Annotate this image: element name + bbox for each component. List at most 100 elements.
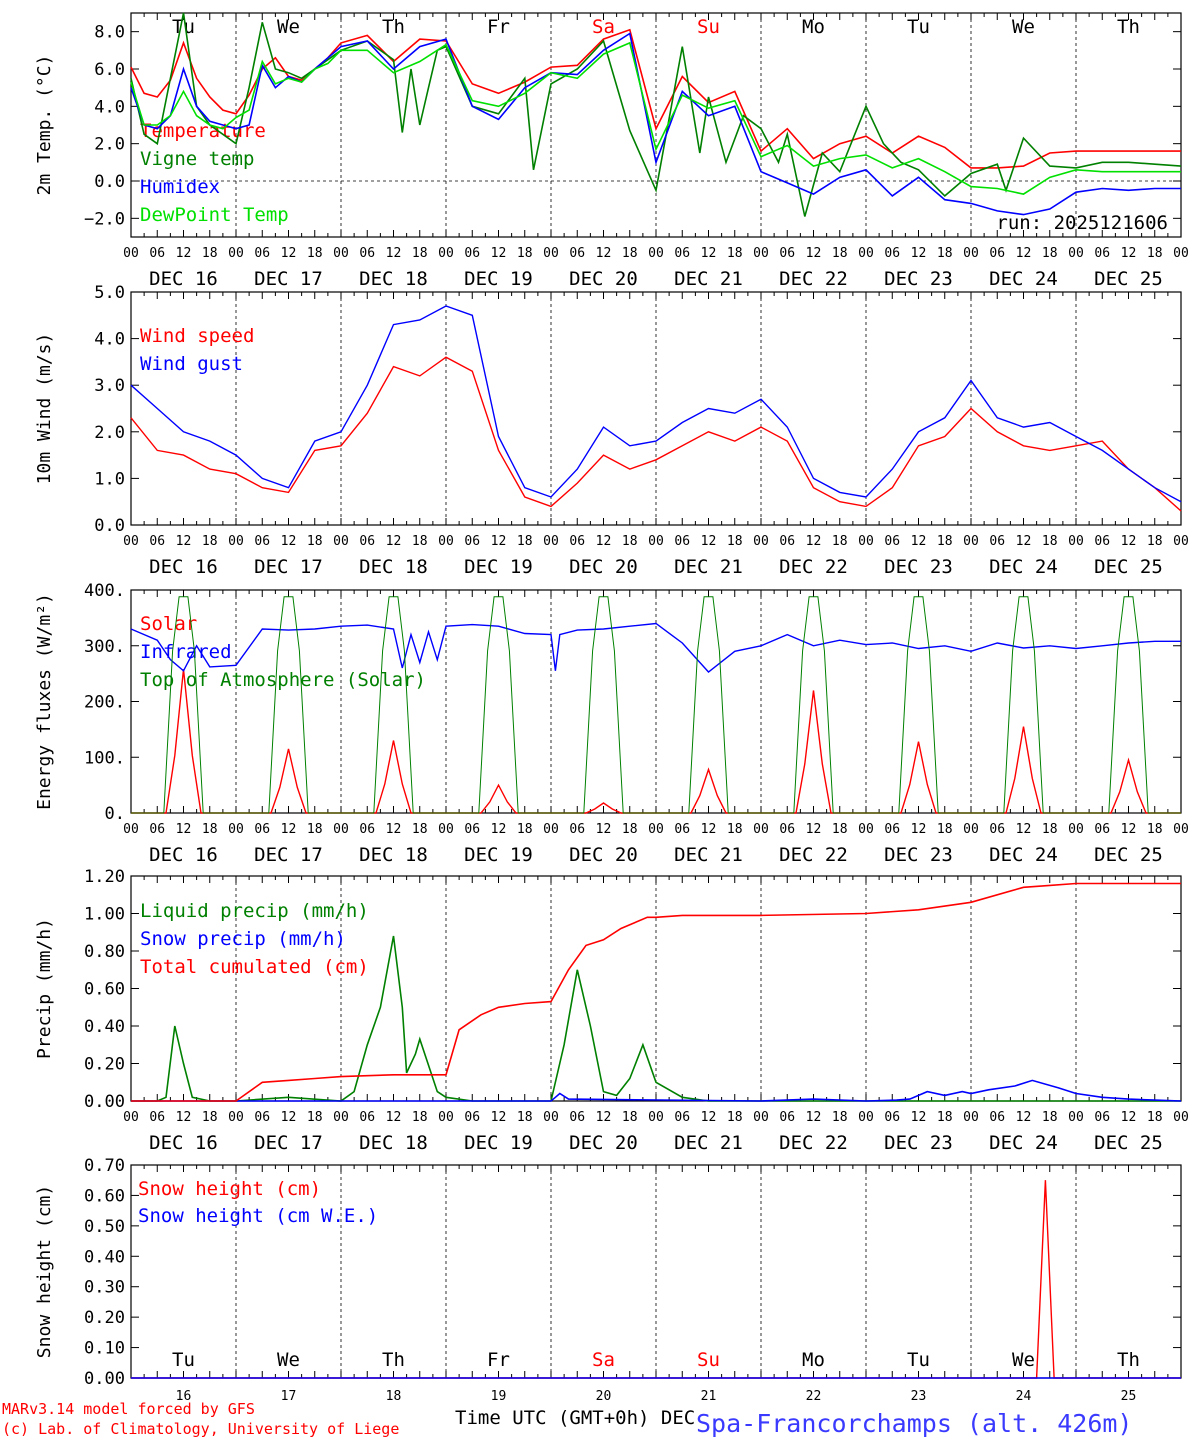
hour-tick-label: 12 (491, 1110, 507, 1125)
hour-tick-label: 06 (464, 822, 480, 837)
hour-tick-label: 06 (359, 534, 375, 549)
hour-tick-label: 06 (884, 534, 900, 549)
hour-tick-label: 06 (779, 246, 795, 261)
weekday-label: We (277, 16, 300, 38)
y-axis-label: Snow height (cm) (34, 1185, 55, 1358)
hour-tick-label: 06 (569, 822, 585, 837)
weekday-label: Su (697, 16, 720, 38)
chart-panel-4: 0.00 0.20 0.40 0.60 0.80 1.00 1.20 Precip (mm/h… (34, 867, 1189, 1154)
hour-tick-label: 00 (963, 822, 979, 837)
legend-entry: Snow height (cm W.E.) (138, 1205, 378, 1227)
hour-tick-label: 06 (569, 534, 585, 549)
hour-tick-label: 00 (228, 822, 244, 837)
hour-tick-label: 00 (1173, 246, 1189, 261)
y-tick-label: 2.0 (94, 135, 125, 155)
date-label: DEC 18 (359, 844, 428, 866)
weekday-label: Th (382, 1349, 405, 1371)
date-label: DEC 19 (464, 268, 533, 290)
hour-tick-label: 18 (412, 822, 428, 837)
hour-tick-label: 12 (1016, 822, 1032, 837)
y-axis-label: 10m Wind (m/s) (34, 333, 55, 485)
hour-tick-label: 00 (1068, 822, 1084, 837)
footer-model-line: MARv3.14 model forced by GFS (2, 1400, 255, 1418)
y-tick-label: 0.30 (84, 1278, 125, 1298)
day-number-label: 18 (386, 1389, 402, 1404)
hour-tick-label: 00 (543, 1110, 559, 1125)
y-tick-label: 4.0 (94, 330, 125, 350)
hour-tick-label: 12 (176, 822, 192, 837)
y-tick-label: 400. (84, 581, 125, 601)
day-number-label: 20 (596, 1389, 612, 1404)
y-tick-label: 6.0 (94, 60, 125, 80)
legend-entry: Temperature (140, 120, 266, 142)
legend-entry: Humidex (140, 176, 220, 198)
hour-tick-label: 06 (149, 1110, 165, 1125)
weekday-label: Su (697, 1349, 720, 1371)
date-label: DEC 20 (569, 844, 638, 866)
hour-tick-label: 18 (517, 246, 533, 261)
hour-tick-label: 00 (1173, 822, 1189, 837)
hour-tick-label: 18 (517, 822, 533, 837)
hour-tick-label: 12 (806, 534, 822, 549)
hour-tick-label: 06 (779, 822, 795, 837)
chart-panel-5: 0.00 0.10 0.20 0.30 0.40 0.50 0.60 0.70 Snow hei… (34, 1156, 1182, 1404)
day-number-label: 25 (1121, 1389, 1137, 1404)
hour-tick-label: 12 (386, 534, 402, 549)
hour-tick-label: 12 (176, 534, 192, 549)
hour-tick-label: 00 (543, 534, 559, 549)
day-number-label: 22 (806, 1389, 822, 1404)
hour-tick-label: 00 (648, 822, 664, 837)
date-label: DEC 16 (149, 844, 218, 866)
y-tick-label: 4.0 (94, 97, 125, 117)
weekday-label: Sa (592, 16, 615, 38)
hour-tick-label: 06 (1094, 246, 1110, 261)
hour-tick-label: 12 (596, 1110, 612, 1125)
hour-tick-label: 00 (438, 534, 454, 549)
date-label: DEC 19 (464, 844, 533, 866)
hour-tick-label: 00 (648, 534, 664, 549)
y-tick-label: −2.0 (84, 209, 125, 229)
hour-tick-label: 06 (989, 246, 1005, 261)
hour-tick-label: 12 (911, 1110, 927, 1125)
hour-tick-label: 00 (438, 246, 454, 261)
y-tick-label: 100. (84, 748, 125, 768)
series-wind-speed (130, 356, 1182, 512)
day-number-label: 23 (911, 1389, 927, 1404)
hour-tick-label: 00 (1068, 246, 1084, 261)
weekday-label: We (277, 1349, 300, 1371)
hour-tick-label: 12 (806, 246, 822, 261)
hour-tick-label: 18 (832, 1110, 848, 1125)
y-tick-label: 0.0 (94, 516, 125, 536)
date-label: DEC 19 (464, 556, 533, 578)
hour-tick-label: 06 (989, 534, 1005, 549)
date-label: DEC 24 (989, 1132, 1058, 1154)
date-label: DEC 25 (1094, 1132, 1163, 1154)
hour-tick-label: 00 (123, 534, 139, 549)
y-axis-label: Precip (mm/h) (34, 918, 55, 1059)
weekday-label: Fr (487, 16, 510, 38)
hour-tick-label: 00 (963, 534, 979, 549)
y-tick-label: 3.0 (94, 376, 125, 396)
date-label: DEC 21 (674, 1132, 743, 1154)
series-infrared (130, 622, 1181, 673)
series-total-cumulated-cm (131, 882, 1181, 1102)
date-label: DEC 20 (569, 268, 638, 290)
weekday-label: Th (1117, 16, 1140, 38)
y-tick-label: 0.70 (84, 1156, 125, 1176)
hour-tick-label: 00 (438, 1110, 454, 1125)
day-number-label: 21 (701, 1389, 717, 1404)
hour-tick-label: 06 (359, 1110, 375, 1125)
hour-tick-label: 06 (149, 822, 165, 837)
date-label: DEC 22 (779, 268, 848, 290)
series-snow-precip-mm-h (131, 1079, 1182, 1102)
footer-xlabel: Time UTC (GMT+0h) DEC (455, 1407, 695, 1429)
hour-tick-label: 00 (123, 246, 139, 261)
run-label: run: 2025121606 (996, 212, 1168, 234)
hour-tick-label: 06 (674, 534, 690, 549)
hour-tick-label: 00 (963, 246, 979, 261)
hour-tick-label: 18 (937, 1110, 953, 1125)
y-tick-label: 1.00 (84, 905, 125, 925)
date-label: DEC 24 (989, 268, 1058, 290)
hour-tick-label: 12 (806, 1110, 822, 1125)
weekday-label: We (1012, 1349, 1035, 1371)
